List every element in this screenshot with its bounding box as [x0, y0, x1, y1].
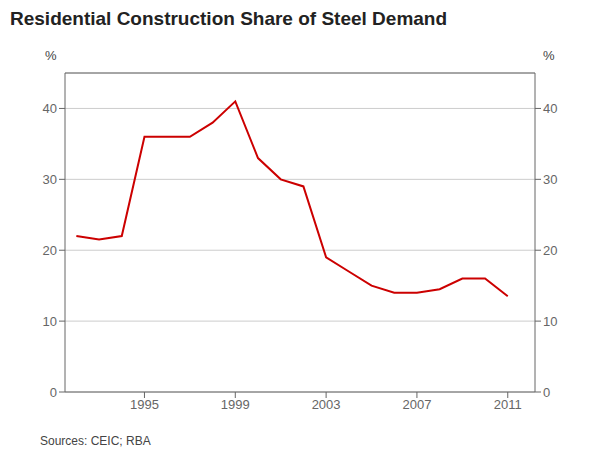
svg-text:30: 30 — [543, 172, 557, 187]
html-text:Residential Construction Share: Residential Construction Share of Steel … — [10, 8, 448, 29]
svg-text:40: 40 — [43, 101, 57, 116]
svg-text:1995: 1995 — [130, 397, 159, 412]
svg-text:2011: 2011 — [494, 397, 522, 412]
svg-text:40: 40 — [543, 101, 557, 116]
svg-text:2003: 2003 — [312, 397, 341, 412]
svg-text:30: 30 — [43, 172, 57, 187]
svg-text:20: 20 — [543, 243, 557, 258]
html-text:Sources: CEIC; RBA: Sources: CEIC; RBA — [40, 434, 151, 448]
svg-text:20: 20 — [43, 243, 57, 258]
svg-text:1999: 1999 — [221, 397, 250, 412]
svg-text:2007: 2007 — [402, 397, 431, 412]
svg-text:0: 0 — [50, 385, 57, 400]
svg-text:10: 10 — [543, 314, 557, 329]
svg-text:10: 10 — [43, 314, 57, 329]
svg-text:0: 0 — [543, 385, 550, 400]
